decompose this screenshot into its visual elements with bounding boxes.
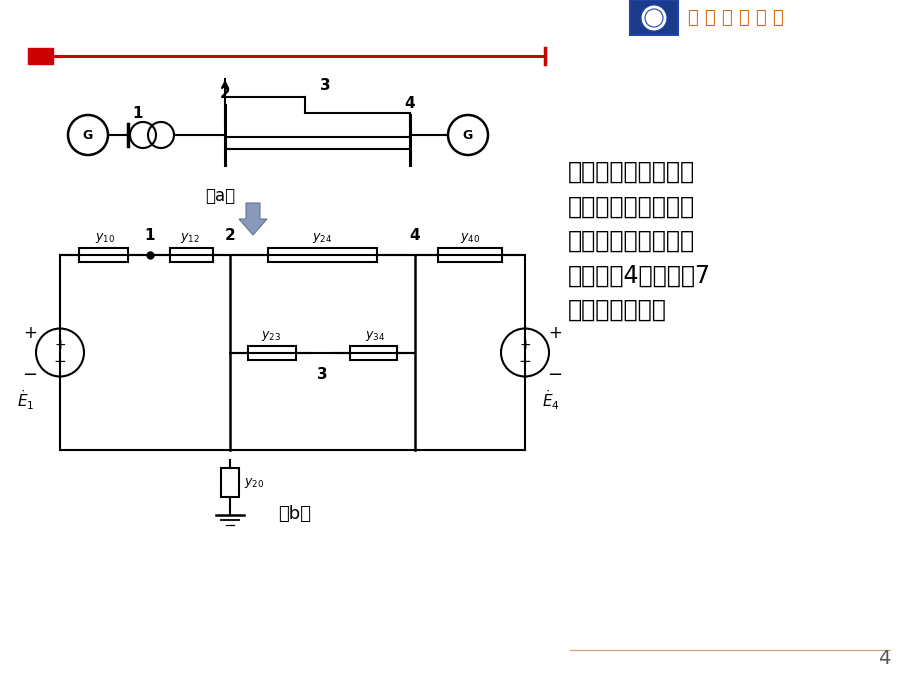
Text: −: −: [547, 366, 562, 384]
Text: $y_{34}$: $y_{34}$: [364, 328, 384, 342]
Text: +: +: [54, 337, 66, 351]
Text: 1: 1: [131, 106, 142, 121]
Text: 2: 2: [220, 86, 230, 101]
FancyBboxPatch shape: [268, 248, 377, 262]
FancyBboxPatch shape: [437, 248, 501, 262]
Text: $y_{23}$: $y_{23}$: [261, 328, 281, 342]
Text: $y_{20}$: $y_{20}$: [244, 475, 264, 489]
FancyBboxPatch shape: [350, 346, 397, 359]
Text: 3: 3: [319, 78, 330, 93]
Text: G: G: [83, 128, 93, 141]
Text: $y_{40}$: $y_{40}$: [460, 231, 480, 245]
Text: +: +: [518, 337, 530, 351]
Bar: [28, 48, 53, 64]
FancyBboxPatch shape: [78, 248, 129, 262]
Text: （b）: （b）: [278, 505, 312, 523]
FancyBboxPatch shape: [630, 0, 677, 35]
Text: 3: 3: [317, 366, 327, 382]
Text: +: +: [23, 324, 37, 342]
Text: 4: 4: [404, 96, 414, 111]
Text: −: −: [518, 354, 531, 369]
Text: $y_{12}$: $y_{12}$: [180, 231, 199, 245]
FancyBboxPatch shape: [248, 346, 296, 359]
Text: $\dot{E}_1$: $\dot{E}_1$: [17, 388, 35, 412]
FancyBboxPatch shape: [221, 468, 239, 497]
Text: 略去变压器的励磁功
率和线路电容，负荷
用阻抗表示，便可得
到一个有4个节点和7
条支路等值网络: 略去变压器的励磁功 率和线路电容，负荷 用阻抗表示，便可得 到一个有4个节点和7…: [567, 160, 710, 322]
Text: （a）: （a）: [205, 187, 235, 205]
Text: 1: 1: [144, 228, 155, 243]
Text: $y_{24}$: $y_{24}$: [312, 231, 333, 245]
Polygon shape: [239, 203, 267, 235]
Text: 4: 4: [877, 649, 889, 668]
Text: +: +: [548, 324, 562, 342]
Text: G: G: [462, 128, 472, 141]
Text: −: −: [22, 366, 38, 384]
Text: 2: 2: [224, 228, 235, 243]
Text: −: −: [53, 354, 66, 369]
Text: $y_{10}$: $y_{10}$: [95, 231, 115, 245]
Text: $\dot{E}_4$: $\dot{E}_4$: [541, 388, 560, 412]
Text: 4: 4: [409, 228, 420, 243]
FancyBboxPatch shape: [169, 248, 213, 262]
Text: 华 南 理 工 大 学: 华 南 理 工 大 学: [687, 9, 783, 27]
Circle shape: [641, 5, 666, 31]
